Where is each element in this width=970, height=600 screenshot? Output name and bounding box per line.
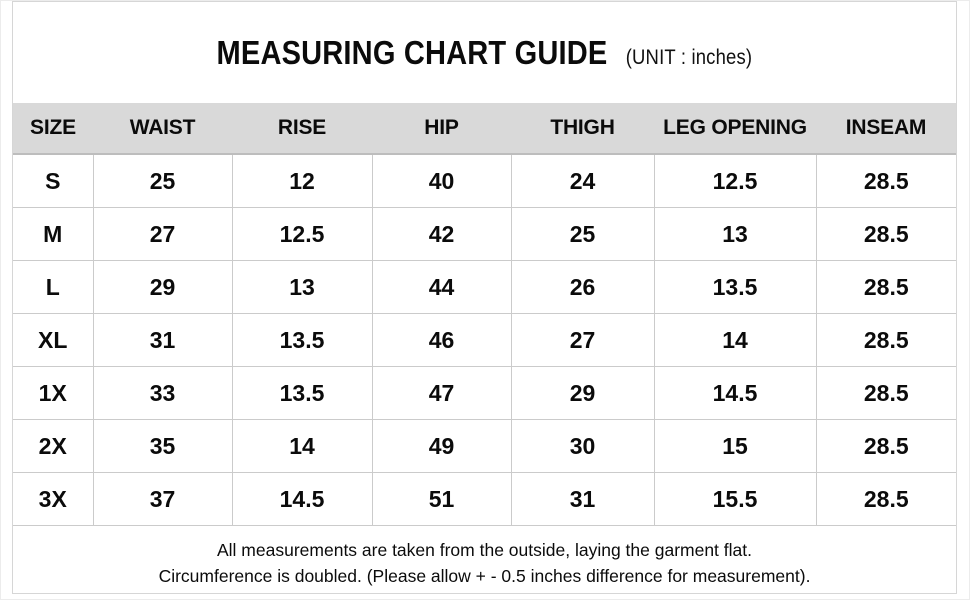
value-cell: 13	[653, 207, 817, 261]
value-cell: 15.5	[653, 472, 817, 526]
unit-label: (UNIT : inches)	[625, 45, 753, 69]
value-cell: 13.5	[653, 260, 817, 314]
value-cell: 14	[653, 313, 817, 367]
value-cell: 31	[92, 313, 233, 367]
size-cell: S	[13, 154, 94, 208]
column-header-rise: RISE	[232, 103, 372, 155]
value-cell: 29	[510, 366, 655, 420]
value-cell: 12	[231, 154, 373, 208]
table-body: S 25 12 40 24 12.5 28.5 M 27 12.5 42 25 13 28.5 L 29 13 4…	[13, 154, 956, 526]
value-cell: 29	[92, 260, 233, 314]
column-header-hip: HIP	[372, 103, 511, 155]
value-cell: 14	[231, 419, 373, 473]
table-row-l: L 29 13 44 26 13.5 28.5	[13, 260, 956, 314]
table-row-xl: XL 31 13.5 46 27 14 28.5	[13, 313, 956, 367]
column-header-leg-opening: LEG OPENING	[654, 103, 816, 155]
column-header-inseam: INSEAM	[816, 103, 956, 155]
value-cell: 42	[371, 207, 512, 261]
value-cell: 24	[510, 154, 655, 208]
size-cell: 3X	[13, 472, 94, 526]
value-cell: 27	[92, 207, 233, 261]
value-cell: 40	[371, 154, 512, 208]
title-bar: MEASURING CHART GUIDE (UNIT : inches)	[13, 2, 956, 103]
table-row-m: M 27 12.5 42 25 13 28.5	[13, 207, 956, 261]
value-cell: 12.5	[231, 207, 373, 261]
value-cell: 49	[371, 419, 512, 473]
value-cell: 28.5	[815, 154, 956, 208]
size-cell: 2X	[13, 419, 94, 473]
value-cell: 25	[510, 207, 655, 261]
value-cell: 31	[510, 472, 655, 526]
column-header-size: SIZE	[13, 103, 93, 155]
value-cell: 27	[510, 313, 655, 367]
value-cell: 13.5	[231, 313, 373, 367]
table-row-s: S 25 12 40 24 12.5 28.5	[13, 154, 956, 208]
value-cell: 30	[510, 419, 655, 473]
size-cell: M	[13, 207, 94, 261]
value-cell: 28.5	[815, 207, 956, 261]
page-title: MEASURING CHART GUIDE (UNIT : inches)	[217, 34, 753, 72]
table-row-3x: 3X 37 14.5 51 31 15.5 28.5	[13, 472, 956, 526]
footnote-line-2: Circumference is doubled. (Please allow …	[158, 566, 811, 586]
column-header-thigh: THIGH	[511, 103, 654, 155]
value-cell: 13	[231, 260, 373, 314]
value-cell: 26	[510, 260, 655, 314]
value-cell: 14.5	[231, 472, 373, 526]
value-cell: 51	[371, 472, 512, 526]
value-cell: 25	[92, 154, 233, 208]
size-cell: XL	[13, 313, 94, 367]
value-cell: 28.5	[815, 472, 956, 526]
footnote-line-1: All measurements are taken from the outs…	[217, 540, 752, 560]
chart-sheet: MEASURING CHART GUIDE (UNIT : inches) SI…	[12, 1, 957, 594]
value-cell: 28.5	[815, 313, 956, 367]
value-cell: 12.5	[653, 154, 817, 208]
column-header-waist: WAIST	[93, 103, 232, 155]
value-cell: 44	[371, 260, 512, 314]
value-cell: 28.5	[815, 260, 956, 314]
value-cell: 28.5	[815, 366, 956, 420]
value-cell: 35	[92, 419, 233, 473]
value-cell: 33	[92, 366, 233, 420]
value-cell: 28.5	[815, 419, 956, 473]
value-cell: 13.5	[231, 366, 373, 420]
footnotes: All measurements are taken from the outs…	[13, 526, 956, 589]
value-cell: 46	[371, 313, 512, 367]
value-cell: 37	[92, 472, 233, 526]
value-cell: 14.5	[653, 366, 817, 420]
table-row-1x: 1X 33 13.5 47 29 14.5 28.5	[13, 366, 956, 420]
size-chart-table: SIZE WAIST RISE HIP THIGH LEG OPENING INSEAM S…	[13, 103, 956, 526]
value-cell: 15	[653, 419, 817, 473]
value-cell: 47	[371, 366, 512, 420]
size-cell: L	[13, 260, 94, 314]
page-title-text: MEASURING CHART GUIDE	[216, 33, 608, 71]
header-row: SIZE WAIST RISE HIP THIGH LEG OPENING INSEAM	[13, 103, 956, 155]
size-cell: 1X	[13, 366, 94, 420]
table-row-2x: 2X 35 14 49 30 15 28.5	[13, 419, 956, 473]
